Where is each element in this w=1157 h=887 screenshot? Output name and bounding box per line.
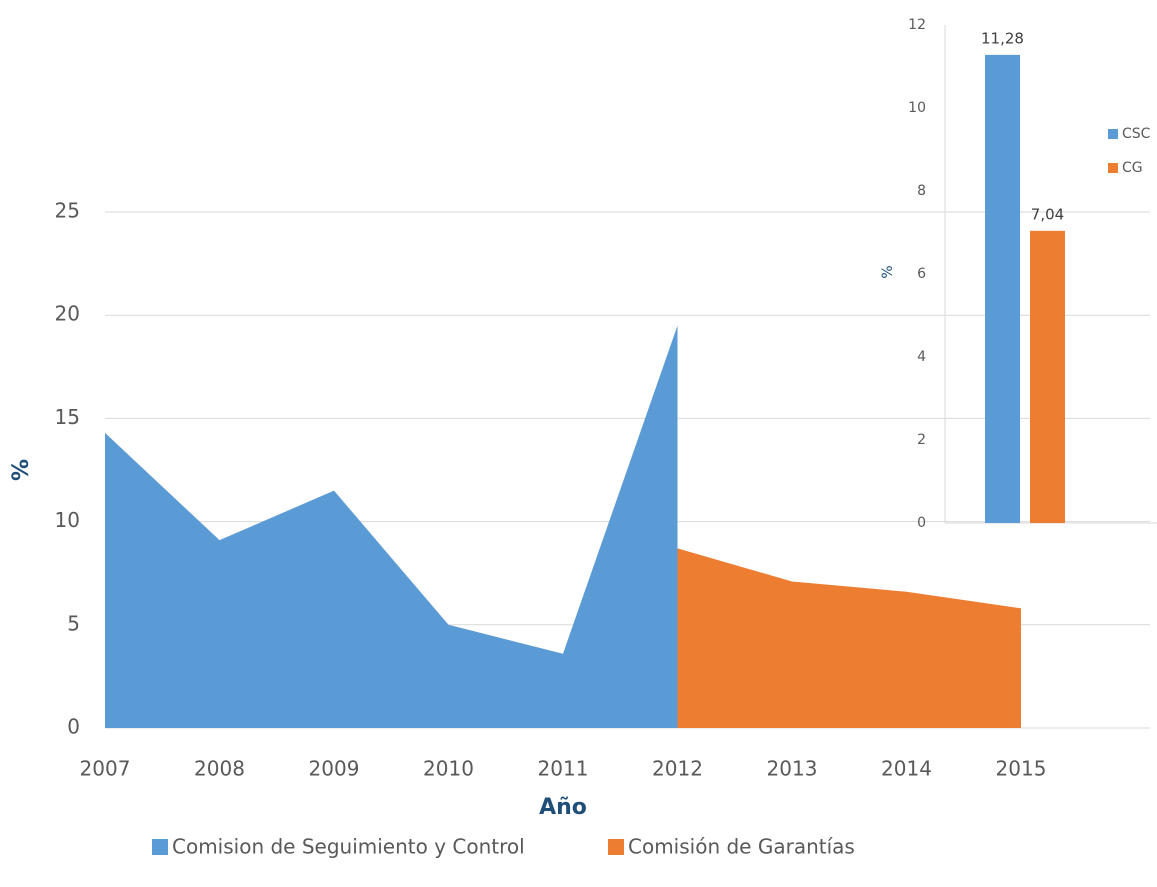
x-axis-label: Año — [539, 795, 587, 820]
inset-y-axis-label: % — [880, 265, 896, 278]
y-tick-label: 6 — [917, 266, 926, 282]
value-label: 11,28 — [981, 29, 1024, 47]
y-tick-label: 25 — [55, 199, 80, 223]
legend-label: Comision de Seguimiento y Control — [172, 835, 525, 859]
y-tick-label: 8 — [917, 183, 926, 199]
legend-label: CG — [1122, 160, 1143, 176]
x-tick-label: 2012 — [652, 757, 703, 781]
x-tick-label: 2013 — [767, 757, 818, 781]
legend-swatch — [152, 839, 168, 855]
x-tick-label: 2015 — [996, 757, 1047, 781]
legend-swatch — [608, 839, 624, 855]
y-tick-label: 10 — [55, 508, 80, 532]
y-tick-label: 12 — [908, 17, 926, 33]
x-tick-label: 2008 — [194, 757, 245, 781]
x-tick-label: 2007 — [80, 757, 131, 781]
legend-label: Comisión de Garantías — [628, 835, 855, 859]
bar — [1030, 230, 1065, 523]
y-tick-label: 20 — [55, 302, 80, 326]
y-tick-label: 15 — [55, 405, 80, 429]
x-tick-label: 2011 — [538, 757, 589, 781]
y-tick-label: 10 — [908, 100, 926, 116]
y-tick-label: 0 — [917, 515, 926, 531]
legend-label: CSC — [1122, 126, 1151, 142]
legend-swatch — [1108, 163, 1118, 173]
legend-swatch — [1108, 129, 1118, 139]
y-axis-label: % — [9, 459, 34, 481]
y-tick-label: 0 — [67, 715, 80, 739]
y-tick-label: 5 — [67, 611, 80, 635]
y-tick-label: 2 — [917, 432, 926, 448]
area — [105, 325, 678, 728]
x-tick-label: 2014 — [881, 757, 932, 781]
area — [677, 548, 1021, 728]
value-label: 7,04 — [1031, 205, 1064, 223]
x-tick-label: 2010 — [423, 757, 474, 781]
y-tick-label: 4 — [917, 349, 926, 365]
bar — [985, 54, 1020, 523]
x-tick-label: 2009 — [309, 757, 360, 781]
